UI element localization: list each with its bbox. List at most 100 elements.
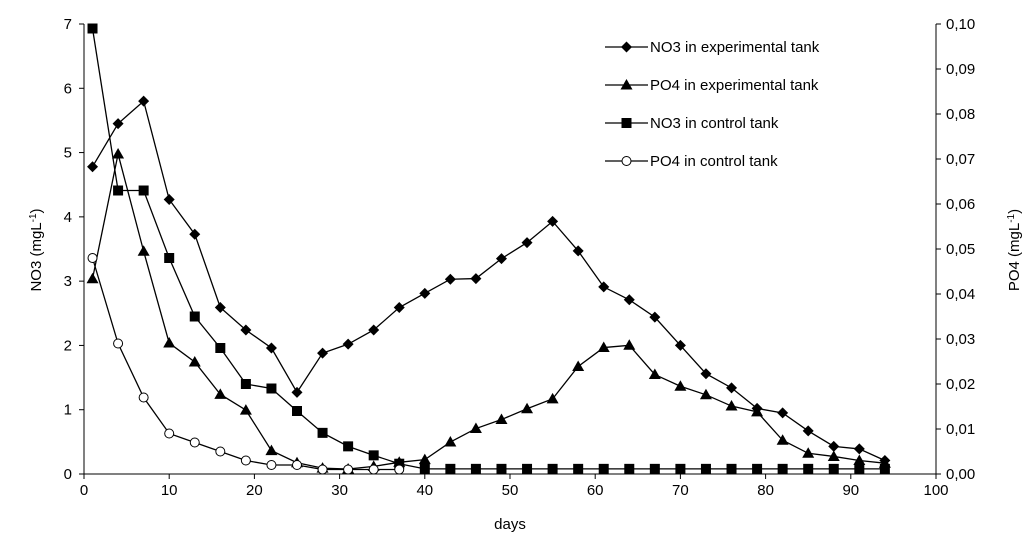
data-point [265,342,277,354]
data-point [699,388,712,400]
data-point [649,463,660,474]
series-line [91,153,885,470]
data-point [648,368,661,380]
y-right-tick-label: 0,04 [946,286,975,303]
data-point [87,253,98,263]
y-right-tick-label: 0,03 [946,331,975,348]
x-tick-label: 90 [842,482,859,499]
data-point [189,228,201,240]
data-point [394,464,405,475]
data-point [138,95,150,107]
data-point [802,447,815,458]
data-point [597,341,610,353]
x-tick-label: 70 [672,482,689,499]
x-tick-label: 10 [161,482,178,499]
x-tick-label: 20 [246,482,263,499]
data-point [317,464,328,475]
data-point [675,463,686,474]
data-point [726,463,737,474]
data-point [700,368,712,380]
data-point [86,272,99,284]
series-line [91,28,885,470]
y-right-axis-title: PO4 (mgL-1) [1006,209,1024,291]
data-point [496,463,507,474]
data-point [521,237,533,249]
y-right-tick-label: 0,07 [946,151,975,168]
data-point [854,463,865,474]
data-point [598,281,610,293]
y-left-tick-label: 4 [64,209,72,226]
data-point [87,161,99,173]
data-point [445,463,456,474]
legend-label: NO3 in control tank [650,115,779,132]
legend-marker [621,41,632,53]
data-point [598,463,609,474]
y-right-tick-label: 0,02 [946,376,975,393]
data-point [112,118,124,130]
x-tick-label: 60 [587,482,604,499]
data-point [776,434,789,445]
y-right-tick-label: 0,00 [946,466,975,483]
y-left-tick-label: 3 [64,273,72,290]
data-point [137,245,150,256]
data-point [112,148,125,159]
data-point [853,443,865,455]
x-tick-label: 0 [80,482,88,499]
data-point [419,287,431,299]
data-point [879,463,890,474]
y-right-tick-label: 0,08 [946,106,975,123]
data-point [215,343,226,353]
data-point [495,413,508,425]
data-point [726,382,738,394]
data-point [802,425,814,437]
data-point [317,347,329,359]
y-left-tick-label: 5 [64,145,72,162]
data-point [266,460,277,470]
data-point [674,380,687,391]
data-point [291,386,303,398]
y-left-tick-label: 7 [64,16,72,33]
data-point [240,324,252,336]
series-1 [87,95,891,466]
data-point [239,404,252,415]
data-point [163,337,176,348]
data-point [777,407,789,419]
data-point [495,253,507,265]
y-left-tick-label: 0 [64,466,72,483]
data-point [470,463,481,474]
y-right-tick-label: 0,01 [946,421,975,438]
data-point [572,360,585,371]
series-layer [86,23,891,475]
legend-marker [620,79,633,90]
data-point [394,458,405,469]
x-axis-title: days [494,516,526,533]
x-tick-label: 30 [331,482,348,499]
legend-label: PO4 in experimental tank [650,77,819,94]
data-point [853,454,866,465]
data-point [343,464,354,475]
data-point [828,440,840,452]
series-2 [86,148,891,474]
x-tick-label: 100 [923,482,948,499]
y-right-tick-label: 0,09 [946,61,975,78]
data-point [573,463,584,474]
data-point [189,437,200,448]
data-point [113,185,124,196]
series-line [91,99,886,462]
data-point [522,463,533,474]
data-point [700,463,711,474]
data-point [188,355,201,367]
data-point [368,450,379,461]
legend-item: PO4 in control tank [605,153,778,170]
data-point [444,273,456,285]
data-point [240,455,251,466]
y-left-tick-label: 2 [64,337,72,354]
x-tick-label: 50 [502,482,519,499]
data-point [266,383,277,394]
axes: 0 10 20 30 40 50 60 70 80 90 100 0 1 2 3 4 5 6 7 0,00 0,01 0,… [64,16,976,499]
data-point [164,253,175,263]
data-point [215,446,226,457]
data-point [164,428,175,439]
data-point [317,427,328,438]
data-point [343,441,354,452]
